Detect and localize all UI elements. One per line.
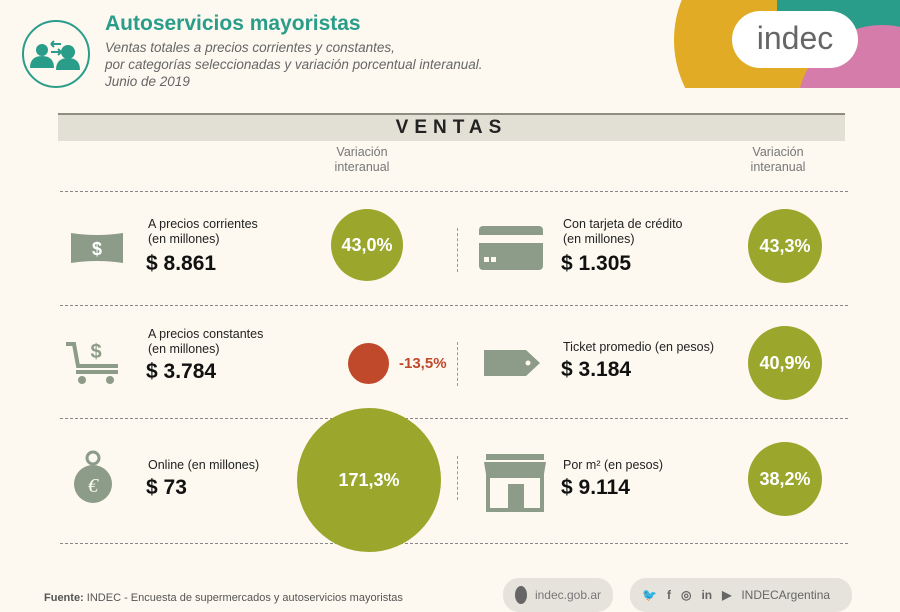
divider bbox=[60, 418, 848, 419]
social-links[interactable]: 🐦 f ◎ in ▶ INDECArgentina bbox=[630, 578, 852, 612]
section-title: VENTAS bbox=[58, 113, 845, 141]
money-bag-icon: € bbox=[74, 450, 112, 503]
source-note: Fuente: INDEC - Encuesta de supermercado… bbox=[44, 592, 403, 604]
svg-text:$: $ bbox=[90, 341, 101, 363]
subtitle-line-2: por categorías seleccionadas y variación… bbox=[105, 57, 483, 72]
variation-header-left: Variación interanual bbox=[334, 145, 390, 174]
variation-corrientes: 43,0% bbox=[331, 209, 403, 281]
divider bbox=[457, 456, 458, 500]
svg-text:$: $ bbox=[92, 239, 102, 259]
linkedin-icon[interactable]: in bbox=[701, 588, 713, 602]
page-title: Autoservicios mayoristas bbox=[105, 12, 361, 35]
variation-header-right: Variación interanual bbox=[750, 145, 806, 174]
facebook-icon[interactable]: f bbox=[666, 588, 671, 602]
svg-text:€: € bbox=[88, 475, 99, 497]
divider bbox=[457, 228, 458, 272]
header-icon bbox=[22, 20, 90, 88]
web-link[interactable]: indec.gob.ar bbox=[503, 578, 613, 612]
divider bbox=[60, 543, 848, 544]
value-corrientes: $ 8.861 bbox=[146, 252, 217, 275]
label-online: Online (en millones) bbox=[148, 458, 260, 472]
store-icon bbox=[484, 454, 546, 512]
banknote-icon: $ bbox=[71, 233, 123, 263]
variation-constantes: -13,5% bbox=[399, 355, 447, 372]
variation-m2: 38,2% bbox=[748, 442, 822, 516]
value-ticket: $ 3.184 bbox=[561, 358, 632, 381]
value-m2: $ 9.114 bbox=[561, 476, 630, 499]
subtitle-line-3: Junio de 2019 bbox=[105, 74, 190, 89]
variation-ticket: 40,9% bbox=[748, 326, 822, 400]
value-tarjeta: $ 1.305 bbox=[561, 252, 632, 275]
label-constantes: A precios constantes (en millones) bbox=[148, 327, 264, 356]
divider bbox=[457, 342, 458, 386]
variation-tarjeta: 43,3% bbox=[748, 209, 822, 283]
twitter-icon[interactable]: 🐦 bbox=[642, 588, 657, 602]
logo-text: indec bbox=[732, 11, 858, 68]
value-online: $ 73 bbox=[146, 476, 187, 499]
value-constantes: $ 3.784 bbox=[146, 360, 217, 383]
variation-online: 171,3% bbox=[297, 408, 441, 552]
label-corrientes: A precios corrientes (en millones) bbox=[148, 217, 258, 246]
indec-logo: indec bbox=[672, 0, 900, 88]
people-exchange-icon bbox=[30, 40, 80, 70]
cart-dollar-icon: $ bbox=[66, 341, 118, 384]
divider bbox=[60, 305, 848, 306]
subtitle-line-1: Ventas totales a precios corrientes y co… bbox=[105, 40, 395, 55]
credit-card-icon bbox=[479, 226, 543, 270]
divider bbox=[60, 191, 848, 192]
price-tag-icon bbox=[484, 350, 540, 376]
youtube-icon[interactable]: ▶ bbox=[722, 588, 732, 602]
label-tarjeta: Con tarjeta de crédito (en millones) bbox=[563, 217, 683, 246]
label-ticket: Ticket promedio (en pesos) bbox=[563, 340, 714, 354]
variation-dot-constantes bbox=[348, 343, 389, 384]
instagram-icon[interactable]: ◎ bbox=[680, 588, 692, 602]
label-m2: Por m² (en pesos) bbox=[563, 458, 664, 472]
globe-icon bbox=[515, 586, 527, 604]
